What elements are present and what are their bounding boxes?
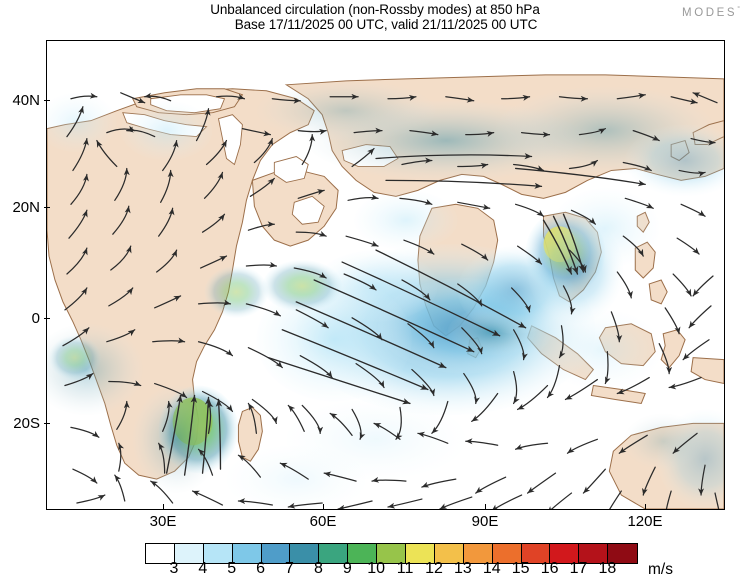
colorbar-tick-4: 4 [198,560,208,577]
map-canvas [47,41,724,509]
chart-subtitle: Base 17/11/2025 00 UTC, valid 21/11/2025… [234,17,538,32]
colorbar-unit: m/s [648,561,673,578]
map-panel [46,40,725,510]
colorbar-cell-12 [492,544,522,563]
chart-title-block: Unbalanced circulation (non-Rossby modes… [0,2,750,32]
ytick-mark-20n [44,207,50,209]
colorbar-ticks: 3 4 5 6 7 8 9 10 11 12 13 14 15 16 17 18 [0,560,750,578]
colorbar-cell-3 [232,544,262,563]
colorbar-cell-11 [463,544,493,563]
xtick-label-120e: 120E [627,513,663,530]
chart-title: Unbalanced circulation (non-Rossby modes… [210,2,540,17]
colorbar-cell-4 [261,544,291,563]
ytick-mark-20s [44,423,50,425]
xtick-label-30e: 30E [149,513,177,530]
colorbar-tick-10: 10 [367,560,386,577]
colorbar-cell-9 [406,544,435,563]
colorbar-cell-6 [319,544,349,563]
colorbar-tick-14: 14 [482,560,501,577]
ytick-label-40n: 40N [12,92,40,109]
colorbar-cell-13 [521,544,551,563]
colorbar-cell-14 [550,544,580,563]
modes-logo-mark: ° [737,6,740,13]
xtick-mark-30e [163,504,165,510]
ytick-label-0: 0 [31,310,40,327]
colorbar [145,543,639,564]
colorbar-cell-1 [174,544,204,563]
colorbar-tick-17: 17 [569,560,588,577]
colorbar-cell-2 [203,544,233,563]
xtick-mark-120e [645,504,647,510]
colorbar-cell-8 [377,544,407,563]
colorbar-tick-16: 16 [540,560,559,577]
xtick-label-60e: 60E [309,513,337,530]
speed-shading [47,80,724,509]
ytick-label-20n: 20N [12,199,40,216]
colorbar-tick-5: 5 [227,560,237,577]
modes-logo: MODES° [682,6,740,19]
colorbar-cell-5 [290,544,320,563]
colorbar-cell-10 [434,544,464,563]
colorbar-cell-16 [608,544,638,563]
ytick-mark-0 [44,318,50,320]
xtick-mark-60e [323,504,325,510]
colorbar-tick-13: 13 [453,560,472,577]
xtick-mark-90e [485,504,487,510]
xtick-label-90e: 90E [471,513,499,530]
modes-logo-text: MODES [682,6,738,19]
colorbar-cell-7 [348,544,378,563]
ytick-mark-40n [44,100,50,102]
wind-arrows [62,92,720,509]
colorbar-tick-8: 8 [313,560,323,577]
colorbar-tick-15: 15 [511,560,530,577]
colorbar-tick-12: 12 [425,560,443,577]
colorbar-tick-18: 18 [598,560,617,577]
colorbar-cell-15 [579,544,609,563]
colorbar-tick-3: 3 [169,560,179,577]
colorbar-tick-11: 11 [396,560,414,577]
colorbar-tick-9: 9 [342,560,352,577]
colorbar-cell-0 [146,544,175,563]
colorbar-tick-6: 6 [256,560,266,577]
colorbar-tick-7: 7 [285,560,294,577]
ytick-label-20s: 20S [13,415,40,432]
